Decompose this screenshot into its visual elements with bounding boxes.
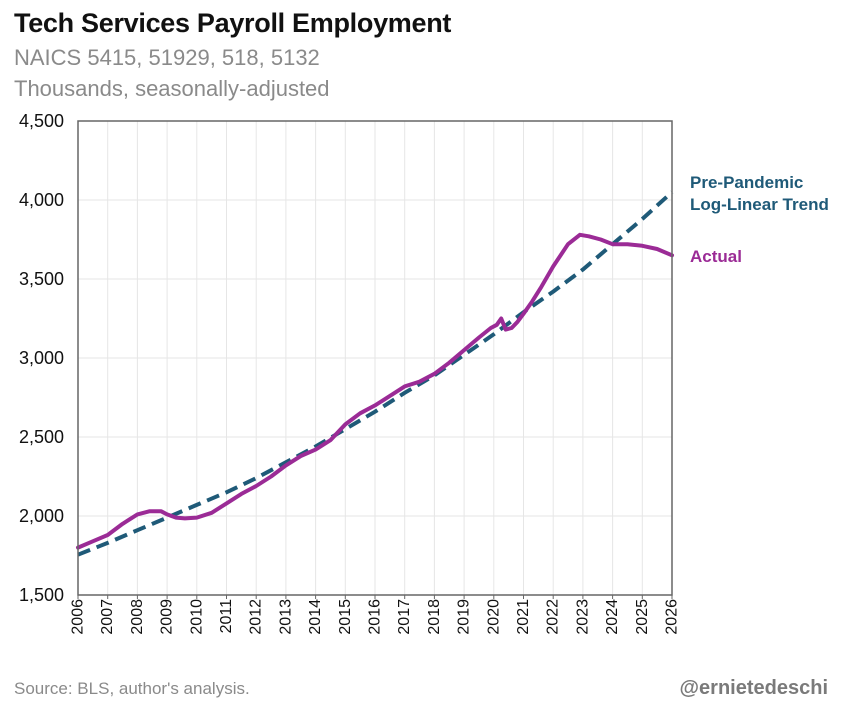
x-tick-label: 2025 (634, 599, 651, 635)
y-tick-label: 4,500 (19, 111, 64, 131)
x-axis-ticks: 2006 2007 2008 2009 2010 2011 2012 2013 2014 2015… (70, 595, 681, 635)
trend-series-line (77, 190, 674, 557)
author-handle: @ernietedeschi (679, 677, 828, 699)
x-tick-label: 2021 (515, 599, 532, 635)
x-tick-label: 2008 (129, 599, 146, 635)
x-tick-label: 2010 (188, 599, 205, 635)
chart-title: Tech Services Payroll Employment (14, 8, 452, 38)
x-tick-label: 2016 (367, 599, 384, 635)
x-tick-label: 2018 (426, 599, 443, 635)
chart-subtitle-units: Thousands, seasonally-adjusted (14, 76, 330, 101)
y-tick-label: 3,500 (19, 269, 64, 289)
x-tick-label: 2024 (604, 599, 621, 635)
trend-label-line2: Log-Linear Trend (690, 195, 829, 214)
x-tick-label: 2022 (545, 599, 562, 635)
source-note: Source: BLS, author's analysis. (14, 679, 250, 698)
x-tick-label: 2020 (485, 599, 502, 635)
y-tick-label: 2,000 (19, 506, 64, 526)
series-labels: Pre-Pandemic Log-Linear Trend Actual (690, 173, 829, 266)
x-tick-label: 2019 (456, 599, 473, 635)
x-tick-label: 2007 (99, 599, 116, 635)
y-tick-label: 4,000 (19, 190, 64, 210)
grid-lines (77, 120, 673, 596)
x-tick-label: 2012 (248, 599, 265, 635)
x-tick-label: 2026 (664, 599, 681, 635)
x-tick-label: 2014 (307, 599, 324, 635)
y-tick-label: 1,500 (19, 585, 64, 605)
x-tick-label: 2013 (277, 599, 294, 635)
series-lines (76, 190, 674, 557)
actual-series-line (76, 232, 674, 550)
y-axis-ticks: 1,500 2,000 2,500 3,000 3,500 4,000 4,500 (19, 111, 64, 605)
x-tick-label: 2015 (337, 599, 354, 635)
actual-label: Actual (690, 247, 742, 266)
x-tick-label: 2009 (159, 599, 176, 635)
y-tick-label: 2,500 (19, 427, 64, 447)
x-tick-label: 2006 (70, 599, 87, 635)
x-tick-label: 2011 (218, 599, 235, 634)
y-tick-label: 3,000 (19, 348, 64, 368)
x-tick-label: 2017 (396, 599, 413, 635)
x-tick-label: 2023 (574, 599, 591, 635)
chart-subtitle-naics: NAICS 5415, 51929, 518, 5132 (14, 45, 320, 70)
trend-label-line1: Pre-Pandemic (690, 173, 803, 192)
